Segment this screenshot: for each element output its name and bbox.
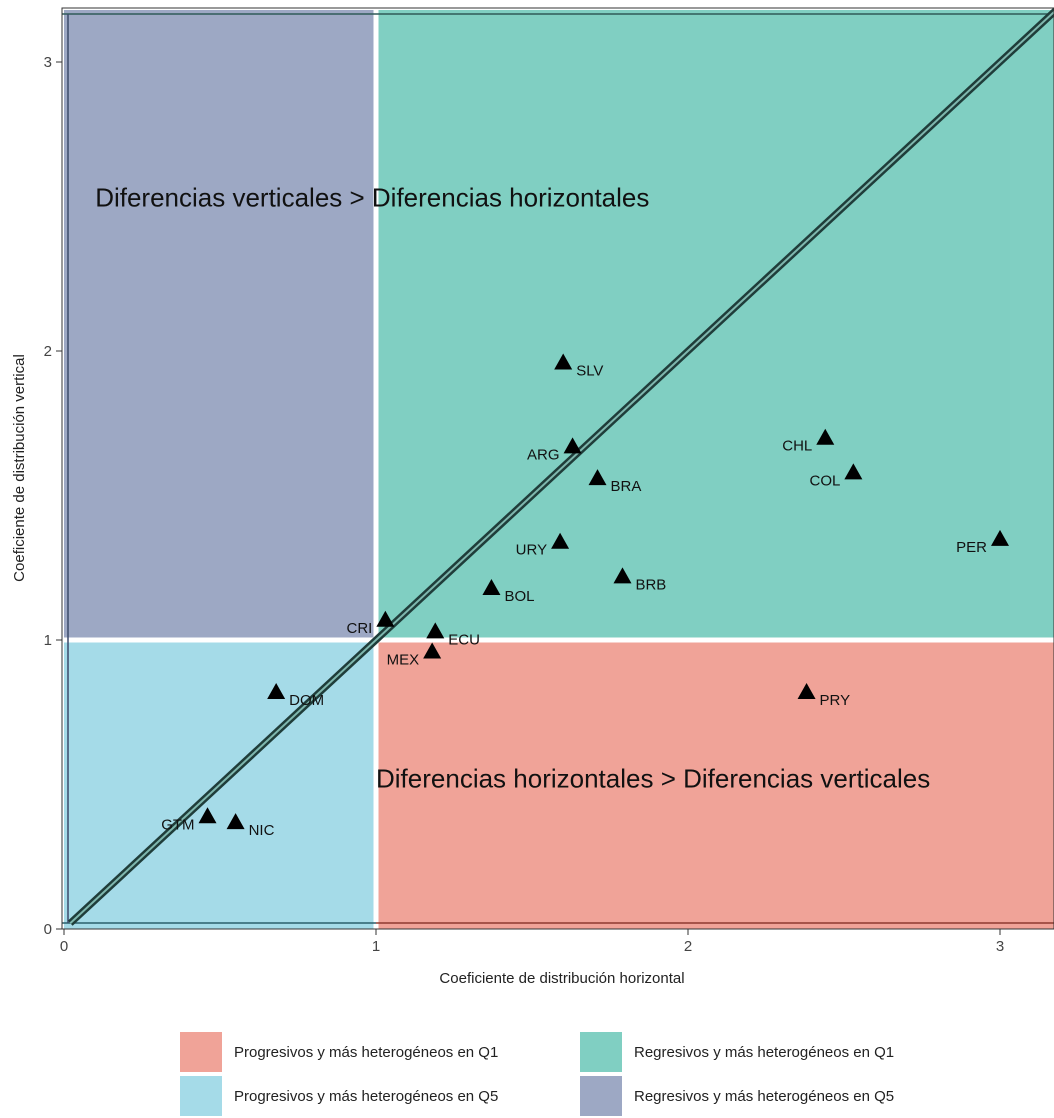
plot-border [61, 7, 1054, 930]
legend-label: Progresivos y más heterogéneos en Q5 [234, 1087, 499, 1105]
x-tick-label: 1 [372, 938, 380, 955]
point-label-bol: BOL [504, 588, 534, 605]
scatter-chart: 0 1 2 3 0 1 2 3 Diferencias verticales > Difere… [11, 7, 1054, 987]
region-regresivos_q5 [64, 9, 376, 641]
point-label-slv: SLV [576, 363, 603, 380]
legend-label: Regresivos y más heterogéneos en Q5 [634, 1087, 895, 1105]
legend-swatch [580, 1076, 622, 1116]
point-marker-bra [588, 469, 607, 486]
diagonal-line-inner [69, 10, 1054, 924]
point-marker-nic [226, 813, 245, 830]
region-progresivos_q1 [376, 640, 1054, 929]
point-marker-dom [267, 683, 286, 700]
plot-frame [61, 7, 1054, 930]
x-tick-label: 2 [684, 938, 692, 955]
legend-row: Progresivos y más heterogéneos en Q1 Reg… [180, 1030, 1000, 1074]
y-tick-label: 1 [44, 632, 52, 649]
point-label-mex: MEX [387, 652, 420, 669]
point-label-dom: DOM [289, 692, 324, 709]
point-label-gtm: GTM [161, 816, 194, 833]
reference-lines [62, 7, 1054, 929]
legend: Progresivos y más heterogéneos en Q1 Reg… [180, 1030, 1000, 1118]
legend-label: Regresivos y más heterogéneos en Q1 [634, 1043, 895, 1061]
point-label-pry: PRY [820, 692, 851, 709]
annotations: Diferencias verticales > Diferencias hor… [95, 183, 930, 794]
point-marker-per [991, 529, 1009, 546]
legend-swatch [580, 1032, 622, 1072]
point-label-brb: BRB [635, 576, 666, 593]
point-label-arg: ARG [527, 446, 560, 463]
point-marker-col [844, 463, 863, 480]
point-label-ury: URY [516, 542, 547, 559]
x-tick-label: 0 [60, 938, 68, 955]
legend-label: Progresivos y más heterogéneos en Q1 [234, 1043, 499, 1061]
point-marker-slv [554, 353, 573, 370]
y-tick-label: 0 [44, 921, 52, 938]
point-marker-mex [423, 642, 442, 659]
legend-swatch [180, 1032, 222, 1072]
point-marker-pry [797, 683, 816, 700]
point-marker-ury [551, 532, 570, 549]
point-label-col: COL [810, 472, 841, 489]
legend-swatch [180, 1076, 222, 1116]
y-tick-label: 2 [44, 343, 52, 360]
point-marker-cri [376, 610, 395, 627]
annotation-1: Diferencias horizontales > Diferencias v… [376, 763, 930, 793]
legend-item-regresivos-q1: Regresivos y más heterogéneos en Q1 [580, 1032, 980, 1072]
x-axis-label: Coeficiente de distribución horizontal [439, 970, 684, 987]
y-tick-label: 3 [44, 54, 52, 71]
annotation-0: Diferencias verticales > Diferencias hor… [95, 183, 649, 213]
point-marker-bol [482, 578, 501, 595]
point-label-chl: CHL [782, 438, 812, 455]
legend-item-progresivos-q1: Progresivos y más heterogéneos en Q1 [180, 1032, 580, 1072]
x-tick-label: 3 [996, 938, 1004, 955]
point-label-ecu: ECU [448, 631, 480, 648]
point-marker-ecu [426, 622, 445, 639]
data-points: SLV ARG BRA URY BOL BRB CRI ECU MEX CHL COL PER PRY D… [161, 353, 1009, 839]
point-marker-gtm [198, 807, 217, 824]
legend-row: Progresivos y más heterogéneos en Q5 Reg… [180, 1074, 1000, 1118]
legend-item-regresivos-q5: Regresivos y más heterogéneos en Q5 [580, 1076, 980, 1116]
point-label-per: PER [956, 539, 987, 556]
y-axis-label: Coeficiente de distribución vertical [11, 354, 28, 582]
point-label-cri: CRI [347, 620, 373, 637]
axes: 0 1 2 3 0 1 2 3 [44, 54, 1005, 955]
point-marker-brb [613, 567, 632, 584]
point-label-bra: BRA [611, 478, 642, 495]
legend-item-progresivos-q5: Progresivos y más heterogéneos en Q5 [180, 1076, 580, 1116]
point-label-nic: NIC [249, 822, 275, 839]
point-marker-chl [816, 428, 835, 445]
point-marker-arg [563, 437, 582, 454]
